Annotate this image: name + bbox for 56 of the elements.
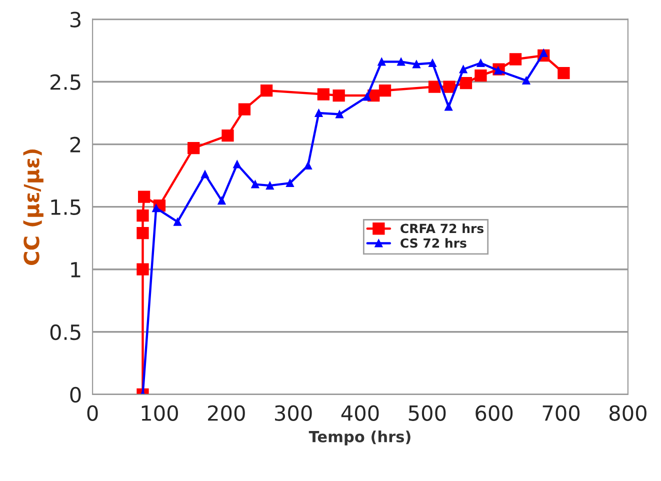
point [378,58,386,66]
x-tick-label: 600 [476,405,513,421]
point [428,80,441,93]
point [136,210,149,222]
point [136,263,149,276]
point [317,88,330,100]
point [332,89,345,102]
y-tick-label: 0.5 [50,324,80,340]
x-tick-label: 200 [208,405,245,421]
point [260,84,273,97]
point [188,142,200,154]
point [233,160,242,168]
point [336,110,344,118]
point [444,102,453,111]
point [362,92,371,101]
y-tick-label: 1 [71,262,80,278]
x-tick-label: 700 [542,405,580,421]
y-tick-label: 3 [70,12,80,28]
legend-label: CS 72 hrs [400,238,466,248]
y-tick-label: 1.5 [51,200,80,216]
point [314,109,323,118]
point [136,227,149,240]
x-tick-label: 400 [341,405,379,421]
point [522,76,530,85]
point [443,80,456,93]
point [474,69,487,82]
point [378,84,392,97]
point [397,58,406,66]
point [412,60,420,68]
x-tick-label: 500 [408,405,446,421]
point [218,196,226,205]
point [238,103,251,116]
y-tick-label: 2 [70,136,80,152]
point [428,59,437,68]
point [509,53,522,66]
point [476,59,485,68]
point [460,76,472,90]
point [558,66,570,80]
point [459,65,468,74]
point [286,179,294,188]
point [200,170,209,178]
x-tick-label: 0 [87,405,98,421]
x-tick-label: 800 [609,405,646,421]
point [266,182,274,190]
point [304,162,312,170]
y-tick-label: 0 [70,386,81,403]
x-axis-title: Tempo (hrs) [308,430,410,446]
point [222,129,234,142]
legend-label: CRFA 72 hrs [400,223,484,234]
point [174,218,182,226]
x-tick-label: 100 [142,405,178,421]
x-tick-label: 300 [275,405,312,421]
y-axis-title: CC (με/με) [23,149,44,265]
point [251,180,260,188]
point [138,190,150,203]
y-tick-label: 2.5 [50,74,80,90]
